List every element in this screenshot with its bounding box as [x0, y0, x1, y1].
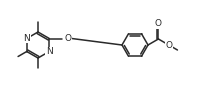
Text: N: N: [23, 34, 30, 43]
Text: N: N: [46, 47, 53, 56]
Text: O: O: [155, 19, 162, 28]
Text: O: O: [64, 34, 71, 43]
Text: O: O: [165, 41, 172, 50]
